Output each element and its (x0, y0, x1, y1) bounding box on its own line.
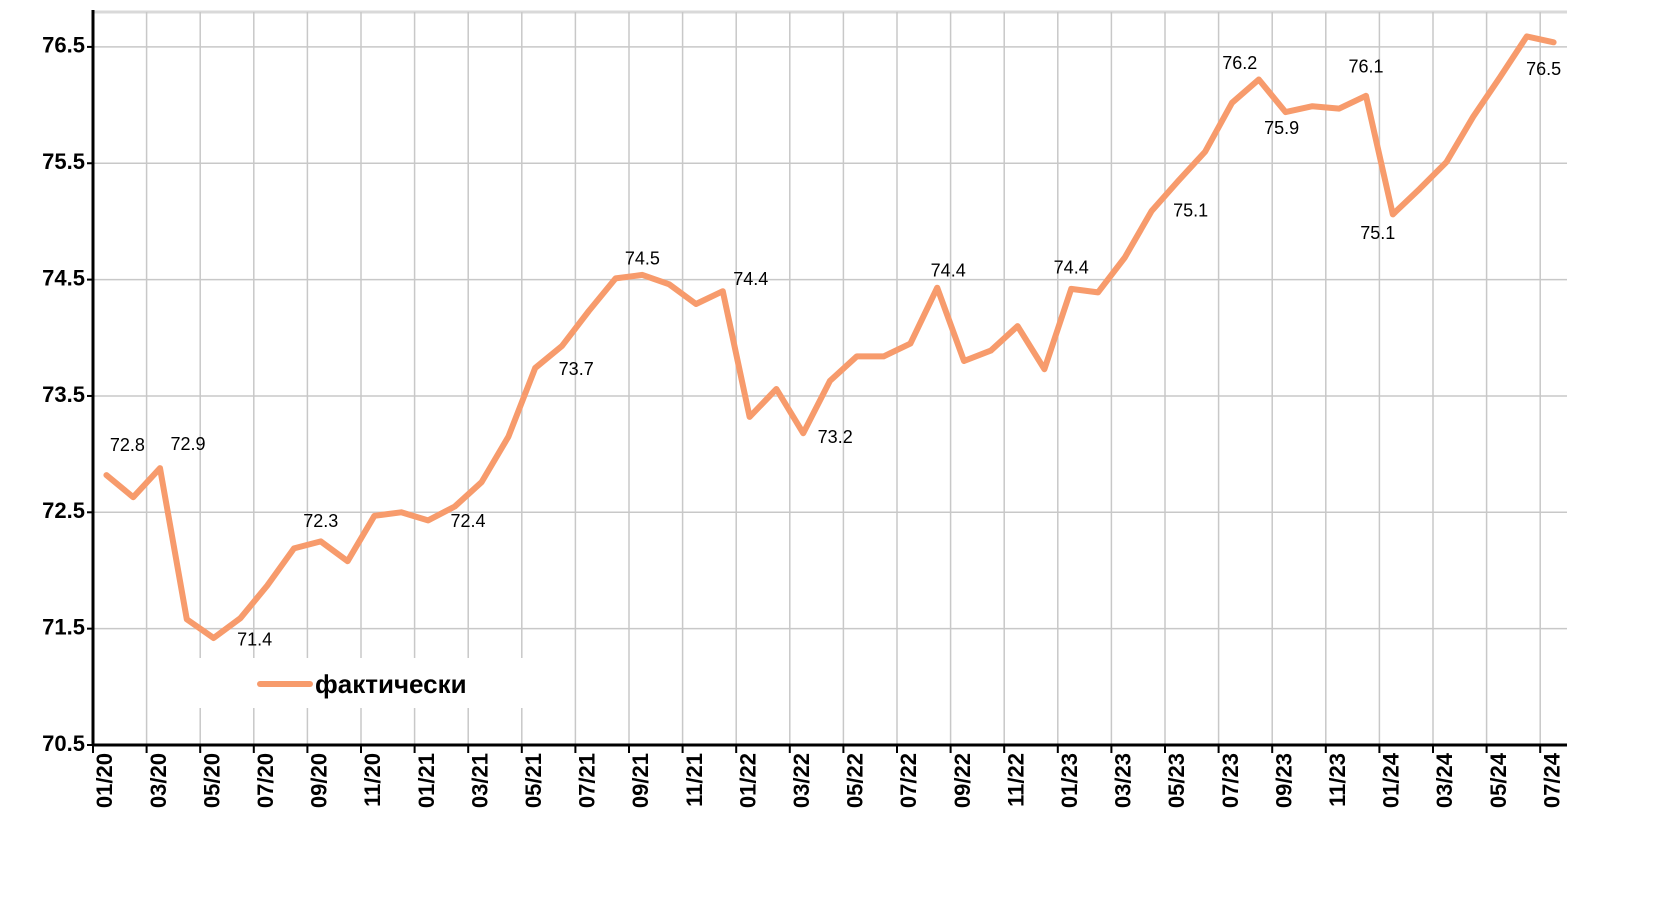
x-tick-label: 11/21 (682, 753, 707, 807)
x-tick-label: 01/24 (1379, 752, 1404, 808)
x-tick-label: 01/21 (414, 753, 439, 808)
y-tick-label: 71.5 (42, 614, 85, 639)
data-line (103, 33, 1557, 641)
data-label: 72.8 (110, 435, 145, 455)
x-tick-label: 09/23 (1271, 753, 1296, 808)
x-tick-label: 07/21 (575, 753, 600, 808)
data-label: 74.4 (733, 269, 768, 289)
data-label: 75.1 (1173, 201, 1208, 221)
x-tick-label: 11/22 (1003, 753, 1028, 807)
legend-background (150, 658, 570, 708)
x-tick-label: 09/21 (628, 753, 653, 808)
x-tick-label: 05/22 (843, 753, 868, 808)
x-tick-label: 09/22 (950, 753, 975, 808)
x-tick-label: 07/24 (1539, 752, 1564, 808)
data-label: 74.4 (1054, 258, 1089, 278)
data-label: 74.5 (625, 249, 660, 269)
x-tick-label: 03/22 (789, 753, 814, 808)
data-label: 72.3 (303, 511, 338, 531)
data-label: 76.5 (1526, 59, 1561, 79)
x-tick-label: 03/21 (467, 753, 492, 808)
data-label: 72.9 (170, 434, 205, 454)
x-tick-label: 07/20 (253, 753, 278, 808)
x-tick-label: 01/20 (92, 753, 117, 808)
x-tick-label: 01/22 (735, 753, 760, 808)
y-tick-label: 74.5 (42, 265, 85, 290)
y-tick-label: 75.5 (42, 149, 85, 174)
x-tick-label: 11/20 (360, 753, 385, 807)
x-tick-label: 09/20 (307, 753, 332, 808)
x-tick-label: 03/24 (1432, 752, 1457, 808)
data-label: 75.9 (1264, 118, 1299, 138)
y-tick-label: 70.5 (42, 731, 85, 756)
y-tick-label: 76.5 (42, 33, 85, 58)
data-label: 74.4 (931, 260, 966, 280)
y-tick-label: 73.5 (42, 382, 85, 407)
x-tick-label: 07/23 (1218, 753, 1243, 808)
x-tick-label: 01/23 (1057, 753, 1082, 808)
x-tick-label: 11/23 (1325, 753, 1350, 807)
y-tick-label: 72.5 (42, 498, 85, 523)
x-tick-label: 05/23 (1164, 753, 1189, 808)
x-tick-label: 03/20 (146, 753, 171, 808)
x-tick-label: 03/23 (1111, 753, 1136, 808)
data-label: 73.7 (559, 359, 594, 379)
x-tick-label: 05/24 (1486, 752, 1511, 808)
data-label: 76.2 (1222, 53, 1257, 73)
data-label: 72.4 (450, 511, 485, 531)
legend-label: фактически (315, 669, 467, 699)
data-label: 73.2 (818, 427, 853, 447)
x-tick-label: 05/20 (199, 753, 224, 808)
x-tick-label: 05/21 (521, 753, 546, 808)
data-label: 71.4 (237, 630, 272, 650)
data-label: 75.1 (1360, 223, 1395, 243)
x-tick-label: 07/22 (896, 753, 921, 808)
data-label: 76.1 (1348, 57, 1383, 77)
